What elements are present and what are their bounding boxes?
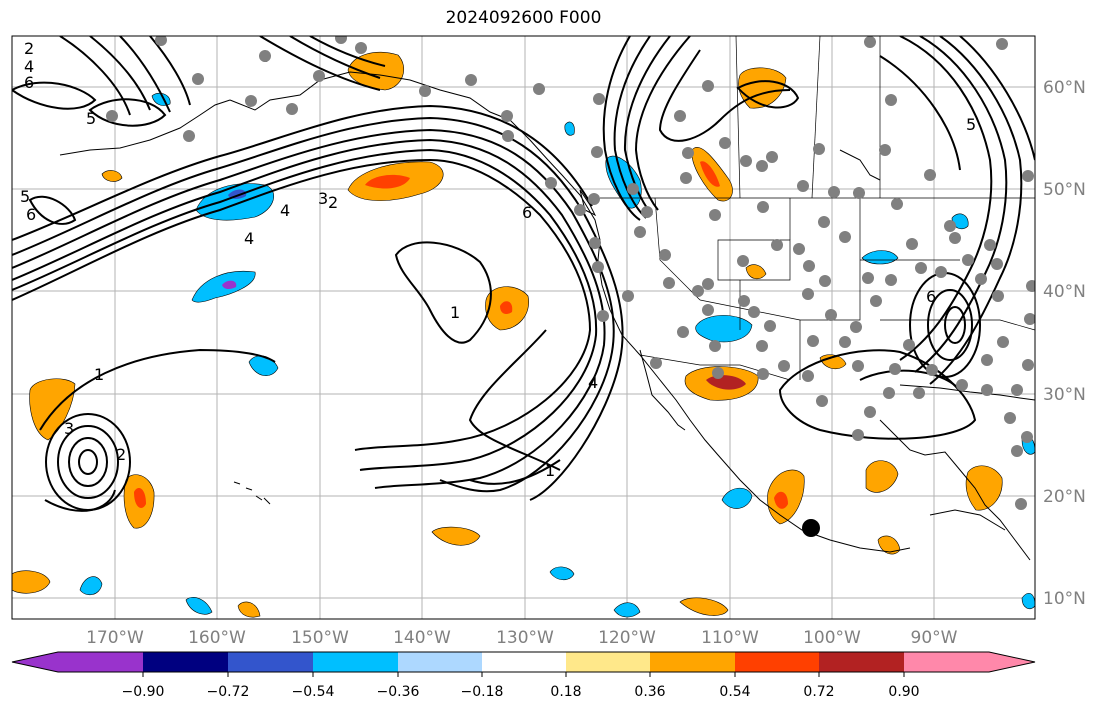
colorbar: −0.90 −0.72 −0.54 −0.36 −0.18 0.18 0.36 … [11, 651, 1036, 700]
warm-patch [679, 597, 729, 616]
colorbar-segment [819, 652, 904, 672]
contour-label: 6 [26, 205, 36, 224]
contour-labels: 2 4 6 5 6 5 6 4 4 3 2 6 1 4 1 1 3 2 5 6 [20, 39, 976, 480]
contour-label: 2 [328, 193, 338, 212]
colorbar-tick-label: −0.72 [207, 684, 250, 700]
contour-label: 1 [545, 461, 555, 480]
warm-patch [29, 378, 76, 441]
lon-label: 100°W [803, 628, 861, 648]
longitude-labels: 170°W 160°W 150°W 140°W 130°W 120°W 110°… [86, 628, 958, 648]
colorbar-segment [398, 652, 482, 672]
lon-label: 160°W [188, 628, 246, 648]
colorbar-segment [482, 652, 566, 672]
warm-patch [431, 526, 481, 546]
warm-patch [965, 465, 1003, 511]
contour-label: 4 [24, 57, 34, 76]
lat-label: 10°N [1043, 589, 1086, 609]
map-border [11, 35, 1036, 620]
colorbar-tick-label: −0.18 [461, 684, 504, 700]
lon-label: 170°W [86, 628, 144, 648]
cool-patch [79, 576, 103, 596]
colorbar-extend-high [989, 652, 1035, 672]
colorbar-tick-label: 0.54 [719, 684, 750, 700]
lon-label: 110°W [701, 628, 759, 648]
cool-patch [721, 487, 753, 509]
contour-label: 6 [24, 73, 34, 92]
cool-patch [1021, 593, 1035, 610]
cool-patch [549, 566, 575, 581]
lat-label: 20°N [1043, 487, 1086, 507]
station-dots [106, 36, 1035, 510]
lat-label: 30°N [1043, 385, 1086, 405]
contour-label: 3 [318, 189, 328, 208]
colorbar-tick-label: −0.90 [122, 684, 165, 700]
colorbar-segment [566, 652, 650, 672]
lat-label: 60°N [1043, 78, 1086, 98]
lon-label: 90°W [911, 628, 958, 648]
cool-patch-core [222, 280, 237, 290]
cool-patch [248, 355, 279, 376]
warm-patch [12, 570, 51, 594]
lat-label: 50°N [1043, 180, 1086, 200]
contour-label: 1 [94, 365, 104, 384]
latitude-labels: 60°N 50°N 40°N 30°N 20°N 10°N [1043, 78, 1086, 609]
contour-label: 3 [64, 419, 74, 438]
contour-label: 5 [20, 187, 30, 206]
colorbar-segment [313, 652, 398, 672]
contour-label: 5 [966, 115, 976, 134]
warm-patch-core [706, 375, 746, 390]
lon-label: 120°W [598, 628, 656, 648]
cool-patch [861, 250, 899, 265]
contour-label: 6 [926, 287, 936, 306]
contour-lines [12, 36, 1035, 512]
warm-patch-core [365, 174, 410, 189]
contour-label: 2 [116, 445, 126, 464]
contour-label: 4 [280, 201, 290, 220]
contour-label: 5 [86, 109, 96, 128]
colorbar-segment [904, 652, 989, 672]
cool-patch [695, 315, 753, 343]
colorbar-segment [228, 652, 313, 672]
warm-patch [745, 264, 767, 280]
warm-patch-core [774, 491, 788, 509]
warm-patch-core [134, 488, 146, 508]
map-title: 2024092600 F000 [445, 8, 602, 28]
lon-label: 130°W [496, 628, 554, 648]
warm-patch [101, 170, 123, 182]
lon-label: 150°W [291, 628, 349, 648]
location-marker [802, 519, 820, 537]
contour-label: 1 [450, 303, 460, 322]
contour-label: 4 [588, 373, 598, 392]
colorbar-tick-label: 0.72 [803, 684, 834, 700]
warm-patch [865, 460, 899, 493]
map-frame [12, 36, 1035, 619]
warm-patch-core [700, 161, 720, 187]
colorbar-segment [143, 652, 228, 672]
contour-label: 2 [24, 39, 34, 58]
colorbar-tick-label: 0.36 [634, 684, 665, 700]
warm-patch [237, 601, 261, 618]
colorbar-segment [58, 652, 143, 672]
colorbar-segment [735, 652, 819, 672]
colorbar-extend-low [12, 652, 58, 672]
colorbar-tick-label: −0.54 [292, 684, 335, 700]
colorbar-tick-label: 0.90 [888, 684, 919, 700]
contour-label: 6 [522, 203, 532, 222]
colorbar-tick-label: −0.36 [377, 684, 420, 700]
cool-patch [613, 602, 641, 618]
colorbar-segment [650, 652, 735, 672]
shaded-anomalies [12, 51, 1035, 618]
cool-patch [564, 121, 575, 136]
colorbar-outline [11, 651, 1036, 673]
warm-patch-core [500, 301, 513, 314]
lon-label: 140°W [393, 628, 451, 648]
colorbar-tick-label: 0.18 [550, 684, 581, 700]
contour-label: 4 [244, 229, 254, 248]
lat-label: 40°N [1043, 282, 1086, 302]
hawaiian-islands [233, 481, 271, 505]
cool-patch [185, 597, 213, 615]
